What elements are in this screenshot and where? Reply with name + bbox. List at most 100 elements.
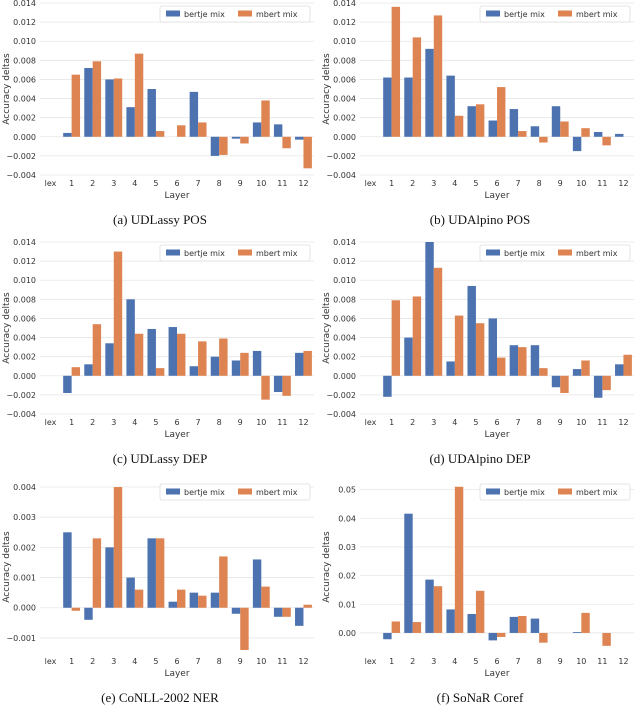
bar-mbert-mix-2 — [412, 622, 422, 633]
bar-bertje-mix-11 — [273, 124, 283, 137]
bar-mbert-mix-4 — [454, 315, 464, 376]
bar-mbert-mix-8 — [219, 136, 228, 155]
y-tick-label: 0.010 — [333, 37, 356, 46]
bar-mbert-mix-10 — [261, 100, 270, 137]
bar-bertje-mix-10 — [252, 122, 262, 137]
bar-bertje-mix-3 — [105, 343, 114, 376]
bar-bertje-mix-1 — [63, 532, 72, 608]
bar-bertje-mix-8 — [210, 592, 220, 608]
y-tick-label: 0.000 — [13, 133, 36, 142]
bar-bertje-mix-4 — [126, 299, 135, 376]
y-axis-label: Accuracy deltas — [2, 292, 12, 364]
x-axis-label: Layer — [484, 430, 509, 440]
y-tick-label: 0.004 — [333, 334, 356, 343]
y-tick-label: 0.004 — [13, 334, 36, 343]
x-tick-label: lex — [365, 657, 377, 666]
x-tick-label: 5 — [153, 657, 158, 666]
bar-bertje-mix-4 — [126, 107, 135, 137]
x-axis-label: Layer — [484, 191, 509, 201]
legend: bertje mix mbert mix — [479, 483, 631, 501]
x-tick-label: 1 — [389, 657, 394, 666]
bar-bertje-mix-2 — [84, 67, 93, 137]
x-tick-label: 12 — [298, 418, 308, 427]
x-tick-label: 8 — [537, 418, 542, 427]
chart-caption: (f) SoNaR Coref — [436, 690, 524, 705]
bar-bertje-mix-7 — [189, 592, 199, 608]
y-tick-label: 0.002 — [333, 114, 356, 123]
bar-bertje-mix-9 — [551, 375, 561, 388]
bar-bertje-mix-4 — [446, 361, 455, 376]
x-tick-label: 10 — [576, 418, 586, 427]
bar-mbert-mix-12 — [303, 350, 312, 376]
legend: bertje mix mbert mix — [479, 244, 631, 262]
chart-panel-0: −0.004 −0.002 0.000 0.002 0.004 0.006 0.008 0.0… — [0, 0, 320, 239]
y-tick-label: −0.004 — [326, 410, 356, 419]
y-tick-label: 0.012 — [13, 18, 36, 27]
legend: bertje mix mbert mix — [159, 244, 311, 262]
y-axis-label: Accuracy deltas — [322, 53, 332, 125]
legend-box — [159, 244, 311, 262]
x-tick-label: 3 — [111, 418, 116, 427]
y-tick-label: 0.012 — [333, 18, 356, 27]
bar-mbert-mix-5 — [155, 368, 165, 376]
legend-swatch-bertje-mix — [486, 488, 500, 495]
y-tick-label: −0.004 — [326, 171, 356, 180]
bar-bertje-mix-6 — [168, 327, 177, 376]
x-tick-label: 11 — [277, 418, 287, 427]
y-axis-label: Accuracy deltas — [2, 531, 12, 603]
x-tick-label: 11 — [277, 179, 287, 188]
x-tick-label: 10 — [576, 179, 586, 188]
y-tick-label: 0.006 — [13, 314, 36, 323]
bar-bertje-mix-3 — [425, 48, 434, 137]
bar-bertje-mix-11 — [593, 132, 603, 137]
legend-label-mbert-mix: mbert mix — [576, 10, 618, 19]
bar-bertje-mix-10 — [252, 350, 262, 376]
x-tick-label: 8 — [537, 179, 542, 188]
y-tick-label: 0.012 — [13, 257, 36, 266]
x-tick-label: 6 — [174, 418, 179, 427]
legend-swatch-mbert-mix — [238, 249, 252, 256]
y-axis-label: Accuracy deltas — [2, 53, 12, 125]
chart-caption: (e) CoNLL-2002 NER — [101, 690, 219, 705]
legend-label-mbert-mix: mbert mix — [256, 10, 298, 19]
x-tick-label: 8 — [217, 418, 222, 427]
legend-label-bertje-mix: bertje mix — [184, 488, 225, 497]
bar-mbert-mix-2 — [92, 324, 102, 376]
y-tick-label: 0.00 — [338, 629, 356, 638]
y-tick-label: 0.002 — [13, 114, 36, 123]
x-tick-label: 3 — [431, 179, 436, 188]
y-tick-label: 0.02 — [338, 572, 356, 581]
x-tick-label: 8 — [217, 179, 222, 188]
legend-box — [159, 5, 311, 23]
legend-box — [479, 483, 631, 501]
bar-bertje-mix-7 — [509, 616, 519, 633]
y-tick-label: 0.01 — [338, 600, 356, 609]
bar-mbert-mix-6 — [177, 125, 186, 137]
x-tick-label: 2 — [90, 179, 95, 188]
bar-mbert-mix-4 — [134, 333, 144, 376]
x-tick-label: 5 — [153, 179, 158, 188]
bar-mbert-mix-11 — [282, 136, 291, 149]
chart-panel-1: −0.004 −0.002 0.000 0.002 0.004 0.006 0.008 0.0… — [320, 0, 640, 239]
y-tick-label: 0.014 — [13, 0, 36, 8]
bar-bertje-mix-9 — [231, 360, 241, 376]
y-tick-label: 0.001 — [13, 574, 36, 583]
x-axis-label: Layer — [164, 669, 189, 679]
y-tick-label: 0.006 — [333, 75, 356, 84]
bar-bertje-mix-1 — [63, 132, 72, 137]
y-tick-label: 0.008 — [13, 56, 36, 65]
bar-bertje-mix-2 — [404, 77, 413, 137]
x-tick-label: 1 — [389, 418, 394, 427]
x-tick-label: 9 — [238, 657, 243, 666]
x-tick-label: 3 — [431, 418, 436, 427]
bar-mbert-mix-4 — [454, 486, 464, 633]
legend-swatch-bertje-mix — [166, 10, 180, 17]
bar-bertje-mix-9 — [231, 607, 241, 614]
bar-bertje-mix-3 — [105, 79, 114, 137]
chart-svg: −0.004 −0.002 0.000 0.002 0.004 0.006 0.008 0.0… — [2, 0, 314, 201]
y-tick-label: 0.006 — [13, 75, 36, 84]
bar-mbert-mix-2 — [412, 296, 422, 376]
bar-bertje-mix-7 — [189, 366, 199, 376]
x-tick-label: 10 — [256, 418, 266, 427]
